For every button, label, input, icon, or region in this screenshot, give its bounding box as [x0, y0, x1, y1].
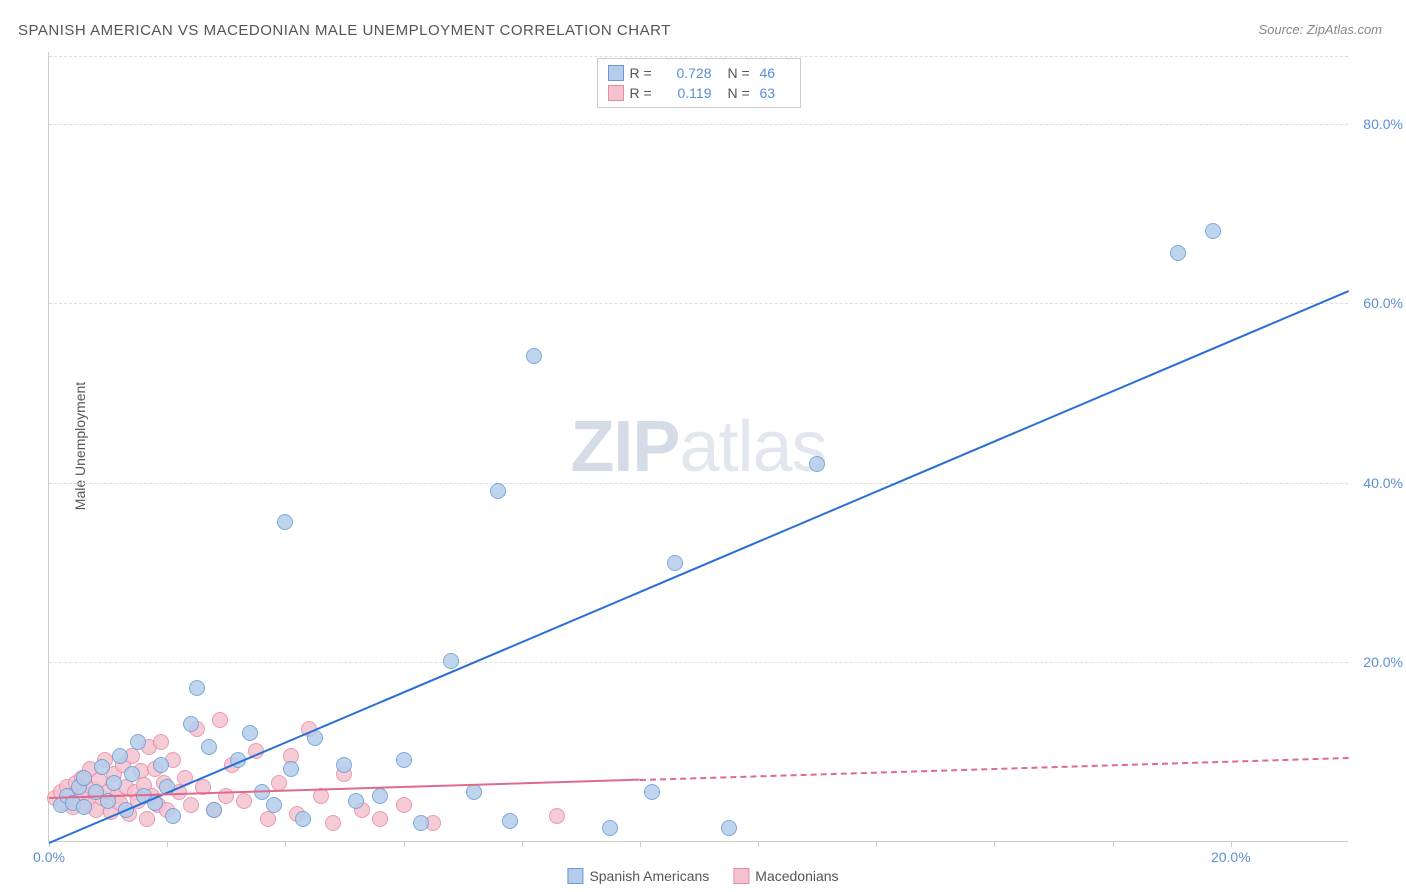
chart-source: Source: ZipAtlas.com	[1258, 22, 1382, 37]
legend-item-1: Macedonians	[733, 868, 838, 884]
gridline-h	[49, 303, 1348, 304]
watermark-bold: ZIP	[570, 407, 679, 487]
legend-n-value-0: 46	[760, 65, 790, 81]
data-point	[502, 813, 518, 829]
data-point	[721, 820, 737, 836]
data-point	[667, 555, 683, 571]
x-tick	[640, 841, 641, 847]
y-tick-label: 60.0%	[1363, 295, 1403, 311]
y-tick-label: 40.0%	[1363, 475, 1403, 491]
legend-n-label-1: N =	[728, 85, 754, 101]
data-point	[277, 514, 293, 530]
data-point	[413, 815, 429, 831]
data-point	[549, 808, 565, 824]
data-point	[266, 797, 282, 813]
legend-item-0: Spanish Americans	[567, 868, 709, 884]
x-tick	[522, 841, 523, 847]
legend-r-label-1: R =	[630, 85, 656, 101]
data-point	[1205, 223, 1221, 239]
data-point	[336, 757, 352, 773]
data-point	[236, 793, 252, 809]
gridline-h	[49, 662, 1348, 663]
data-point	[644, 784, 660, 800]
x-tick-label: 0.0%	[33, 849, 65, 865]
data-point	[372, 811, 388, 827]
data-point	[295, 811, 311, 827]
x-tick	[1231, 841, 1232, 847]
legend-row-0: R = 0.728 N = 46	[608, 63, 790, 83]
x-tick	[167, 841, 168, 847]
legend-correlation: R = 0.728 N = 46 R = 0.119 N = 63	[597, 58, 801, 108]
watermark: ZIPatlas	[570, 406, 826, 488]
data-point	[201, 739, 217, 755]
legend-series: Spanish Americans Macedonians	[567, 868, 838, 884]
legend-swatch-0	[608, 65, 624, 81]
x-tick	[758, 841, 759, 847]
data-point	[372, 788, 388, 804]
data-point	[348, 793, 364, 809]
x-tick	[285, 841, 286, 847]
legend-n-value-1: 63	[760, 85, 790, 101]
y-tick-label: 80.0%	[1363, 116, 1403, 132]
chart-container: SPANISH AMERICAN VS MACEDONIAN MALE UNEM…	[0, 0, 1406, 892]
gridline-h	[49, 124, 1348, 125]
legend-bottom-swatch-0	[567, 868, 583, 884]
data-point	[466, 784, 482, 800]
x-tick	[876, 841, 877, 847]
gridline-h	[49, 56, 1348, 57]
data-point	[76, 770, 92, 786]
data-point	[112, 748, 128, 764]
legend-bottom-label-1: Macedonians	[755, 868, 838, 884]
data-point	[212, 712, 228, 728]
data-point	[106, 775, 122, 791]
legend-n-label-0: N =	[728, 65, 754, 81]
plot-area: ZIPatlas R = 0.728 N = 46 R = 0.119 N = …	[48, 52, 1348, 842]
data-point	[443, 653, 459, 669]
chart-title: SPANISH AMERICAN VS MACEDONIAN MALE UNEM…	[18, 22, 671, 39]
legend-bottom-label-0: Spanish Americans	[589, 868, 709, 884]
data-point	[165, 808, 181, 824]
data-point	[153, 757, 169, 773]
x-tick	[994, 841, 995, 847]
data-point	[242, 725, 258, 741]
watermark-rest: atlas	[679, 407, 826, 487]
x-tick-label: 20.0%	[1211, 849, 1251, 865]
data-point	[124, 766, 140, 782]
data-point	[283, 761, 299, 777]
data-point	[490, 483, 506, 499]
legend-r-label-0: R =	[630, 65, 656, 81]
legend-r-value-0: 0.728	[662, 65, 712, 81]
trend-line-dashed	[640, 757, 1349, 781]
legend-bottom-swatch-1	[733, 868, 749, 884]
y-tick-label: 20.0%	[1363, 654, 1403, 670]
data-point	[325, 815, 341, 831]
x-tick	[1113, 841, 1114, 847]
data-point	[1170, 245, 1186, 261]
data-point	[139, 811, 155, 827]
data-point	[94, 759, 110, 775]
data-point	[153, 734, 169, 750]
data-point	[206, 802, 222, 818]
trend-line	[49, 290, 1350, 844]
legend-swatch-1	[608, 85, 624, 101]
data-point	[189, 680, 205, 696]
data-point	[183, 716, 199, 732]
data-point	[130, 734, 146, 750]
data-point	[809, 456, 825, 472]
data-point	[183, 797, 199, 813]
data-point	[396, 797, 412, 813]
data-point	[76, 799, 92, 815]
gridline-h	[49, 483, 1348, 484]
data-point	[526, 348, 542, 364]
data-point	[271, 775, 287, 791]
legend-r-value-1: 0.119	[662, 85, 712, 101]
legend-row-1: R = 0.119 N = 63	[608, 83, 790, 103]
data-point	[602, 820, 618, 836]
data-point	[396, 752, 412, 768]
x-tick	[404, 841, 405, 847]
